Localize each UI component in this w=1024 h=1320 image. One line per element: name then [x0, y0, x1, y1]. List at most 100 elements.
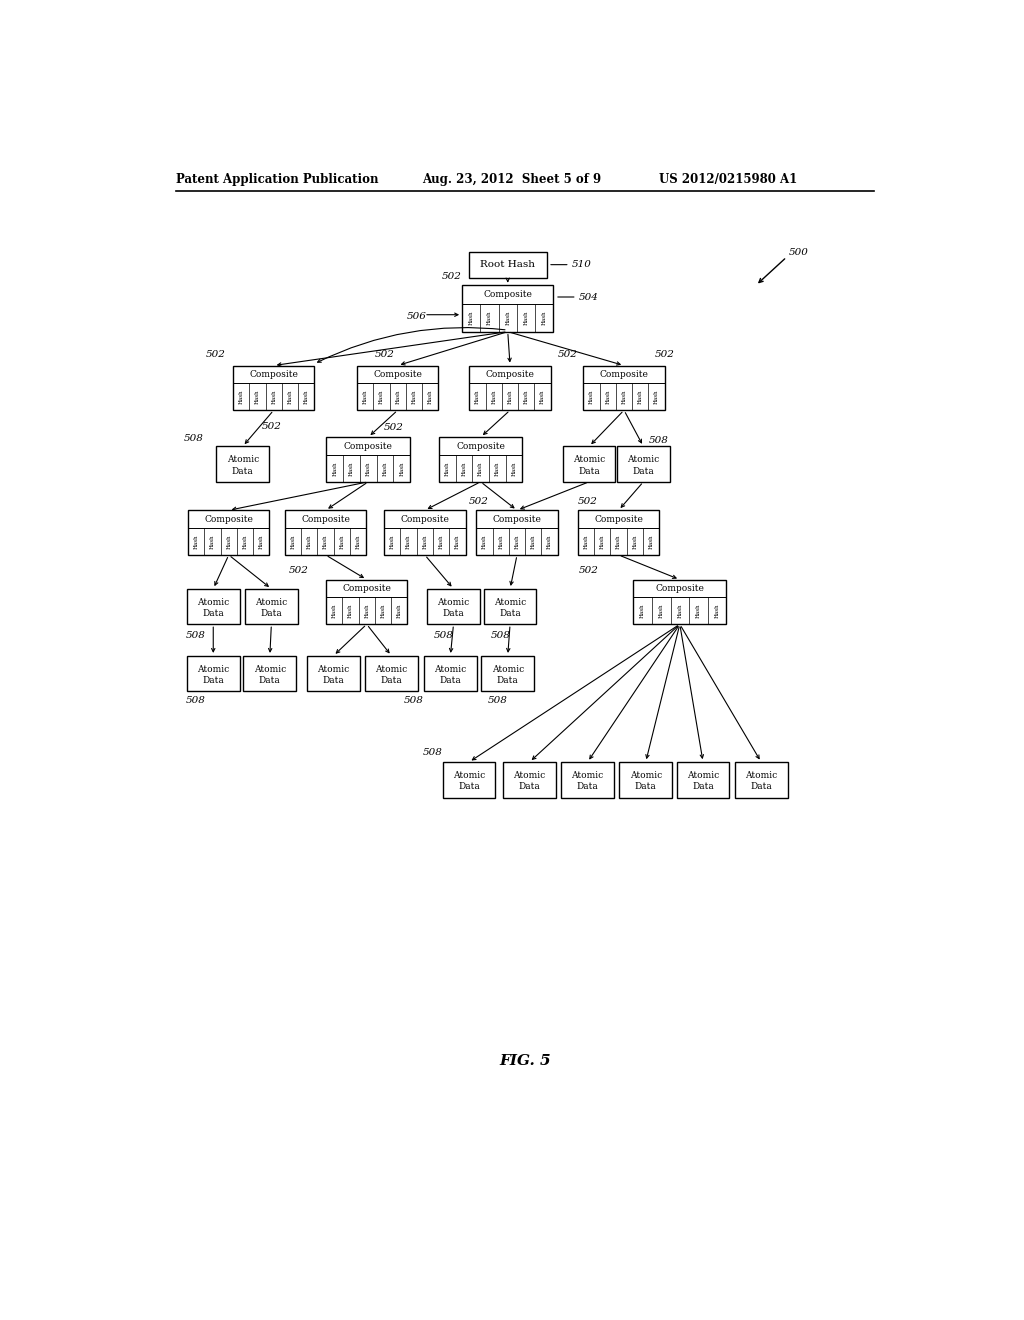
Bar [244, 656, 296, 692]
Text: 502: 502 [655, 350, 675, 359]
Text: Hash: Hash [438, 535, 443, 549]
Text: Hash: Hash [542, 310, 547, 325]
Bar [285, 511, 367, 554]
Text: 508: 508 [185, 696, 205, 705]
Text: Atomic: Atomic [226, 455, 259, 465]
Text: Hash: Hash [366, 461, 371, 475]
Text: Hash: Hash [492, 389, 497, 404]
Text: Hash: Hash [355, 535, 360, 549]
Text: Composite: Composite [301, 515, 350, 524]
Text: Composite: Composite [493, 515, 542, 524]
Text: Hash: Hash [407, 535, 411, 549]
Text: Atomic: Atomic [255, 598, 288, 607]
Text: Composite: Composite [400, 515, 450, 524]
Text: 508: 508 [487, 696, 508, 705]
Text: Root Hash: Root Hash [480, 260, 536, 269]
Text: Hash: Hash [444, 461, 450, 475]
Bar [481, 656, 535, 692]
Text: Data: Data [500, 609, 521, 618]
Text: Hash: Hash [589, 389, 594, 404]
Text: 502: 502 [261, 422, 282, 430]
Bar [462, 285, 554, 331]
Text: Data: Data [458, 783, 480, 792]
Text: Atomic: Atomic [573, 455, 605, 465]
Bar [384, 511, 466, 554]
Text: Data: Data [518, 783, 541, 792]
Text: Hash: Hash [210, 535, 215, 549]
Text: 502: 502 [579, 566, 599, 574]
Text: Data: Data [692, 783, 714, 792]
Text: Hash: Hash [508, 389, 513, 404]
Bar [216, 446, 269, 482]
Text: Composite: Composite [600, 370, 648, 379]
Text: Composite: Composite [485, 370, 535, 379]
Bar [561, 762, 614, 797]
Text: Hash: Hash [530, 535, 536, 549]
Text: Hash: Hash [455, 535, 460, 549]
Text: Hash: Hash [307, 535, 312, 549]
Text: Atomic: Atomic [317, 665, 349, 673]
Bar [483, 589, 537, 624]
Bar [677, 762, 729, 797]
Text: Atomic: Atomic [376, 665, 408, 673]
Text: Data: Data [381, 676, 402, 685]
Text: Hash: Hash [478, 461, 483, 475]
Text: 502: 502 [384, 424, 403, 433]
Text: 500: 500 [790, 248, 809, 257]
Text: 506: 506 [407, 312, 427, 321]
Text: Hash: Hash [226, 535, 231, 549]
Text: Hash: Hash [255, 389, 260, 404]
Text: Data: Data [577, 783, 598, 792]
Text: Atomic: Atomic [453, 771, 485, 780]
Text: Hash: Hash [194, 535, 199, 549]
Text: Hash: Hash [600, 535, 605, 549]
Bar [245, 589, 298, 624]
Bar [438, 437, 522, 482]
Text: Data: Data [497, 676, 518, 685]
Text: Composite: Composite [205, 515, 253, 524]
Bar [469, 252, 547, 277]
Text: Composite: Composite [344, 442, 392, 450]
Text: Hash: Hash [243, 535, 248, 549]
Text: Aug. 23, 2012  Sheet 5 of 9: Aug. 23, 2012 Sheet 5 of 9 [423, 173, 602, 186]
Bar [620, 762, 672, 797]
Text: Data: Data [259, 676, 281, 685]
Text: 508: 508 [183, 434, 204, 444]
Bar [735, 762, 787, 797]
Text: Hash: Hash [365, 603, 370, 618]
Text: Hash: Hash [291, 535, 296, 549]
Text: Hash: Hash [696, 603, 700, 618]
Bar [633, 579, 726, 624]
Text: Hash: Hash [499, 535, 503, 549]
Text: Data: Data [203, 676, 224, 685]
Text: Hash: Hash [658, 603, 664, 618]
Bar [476, 511, 558, 554]
Text: Hash: Hash [540, 389, 545, 404]
Text: Hash: Hash [462, 461, 466, 475]
Text: Hash: Hash [428, 389, 433, 404]
Text: 504: 504 [579, 293, 598, 301]
Text: 508: 508 [434, 631, 454, 639]
Text: Composite: Composite [249, 370, 298, 379]
Text: Atomic: Atomic [254, 665, 286, 673]
Text: Hash: Hash [412, 389, 417, 404]
Text: Atomic: Atomic [434, 665, 467, 673]
Text: 510: 510 [571, 260, 591, 269]
Text: Hash: Hash [259, 535, 264, 549]
Text: 502: 502 [289, 566, 309, 574]
Text: 508: 508 [403, 696, 424, 705]
Text: Hash: Hash [523, 310, 528, 325]
Bar [424, 656, 477, 692]
Text: Composite: Composite [483, 290, 532, 300]
Text: Data: Data [751, 783, 772, 792]
Text: Data: Data [260, 609, 283, 618]
Text: Patent Application Publication: Patent Application Publication [176, 173, 379, 186]
Text: Data: Data [323, 676, 344, 685]
Bar [617, 446, 670, 482]
Text: Hash: Hash [271, 389, 276, 404]
Text: Hash: Hash [475, 389, 480, 404]
Text: Hash: Hash [487, 310, 492, 325]
Text: Hash: Hash [482, 535, 487, 549]
Text: FIG. 5: FIG. 5 [499, 1053, 551, 1068]
Bar [307, 656, 359, 692]
